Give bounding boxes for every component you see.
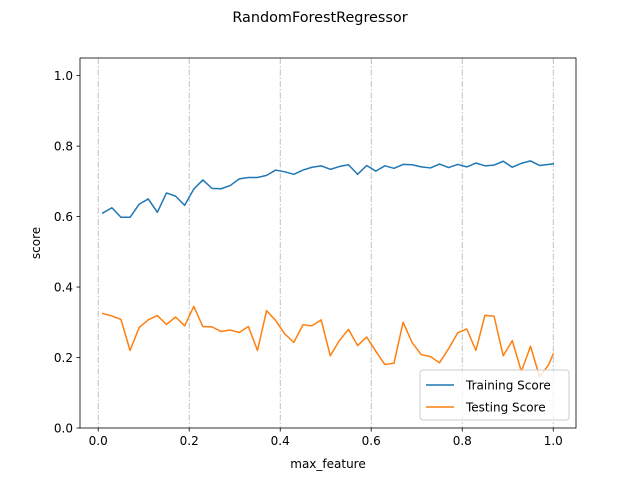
testing-score-line [101,305,555,378]
plot-frame [79,57,577,429]
plot-area [80,58,576,428]
axes [79,57,577,429]
x-tick-label: 0.8 [453,434,472,448]
legend: Training Score Testing Score [419,369,570,421]
y-tick-label: 0.0 [54,421,73,435]
grid-lines [97,58,554,428]
y-tick-label: 1.0 [54,69,73,83]
series-lines [101,160,555,378]
y-tick-label: 0.8 [54,139,73,153]
legend-box [419,369,570,421]
x-tick-label: 0.4 [271,434,290,448]
x-tick-label: 1.0 [544,434,563,448]
x-tick-label: 0.0 [89,434,108,448]
x-tick-label: 0.6 [362,434,381,448]
y-axis-label: score [29,227,43,259]
legend-testing-label: Testing Score [465,401,546,415]
y-axis-ticks: 0.0 0.2 0.4 0.6 0.8 1.0 [54,69,80,435]
x-tick-label: 0.2 [180,434,199,448]
x-axis-label: max_feature [290,457,365,471]
x-axis-ticks: 0.0 0.2 0.4 0.6 0.8 1.0 [89,428,563,448]
y-tick-label: 0.2 [54,351,73,365]
y-tick-label: 0.4 [54,280,73,294]
legend-training-label: Training Score [465,379,551,393]
chart-title: RandomForestRegressor [232,10,407,26]
y-tick-label: 0.6 [54,210,73,224]
training-score-line [101,160,555,219]
